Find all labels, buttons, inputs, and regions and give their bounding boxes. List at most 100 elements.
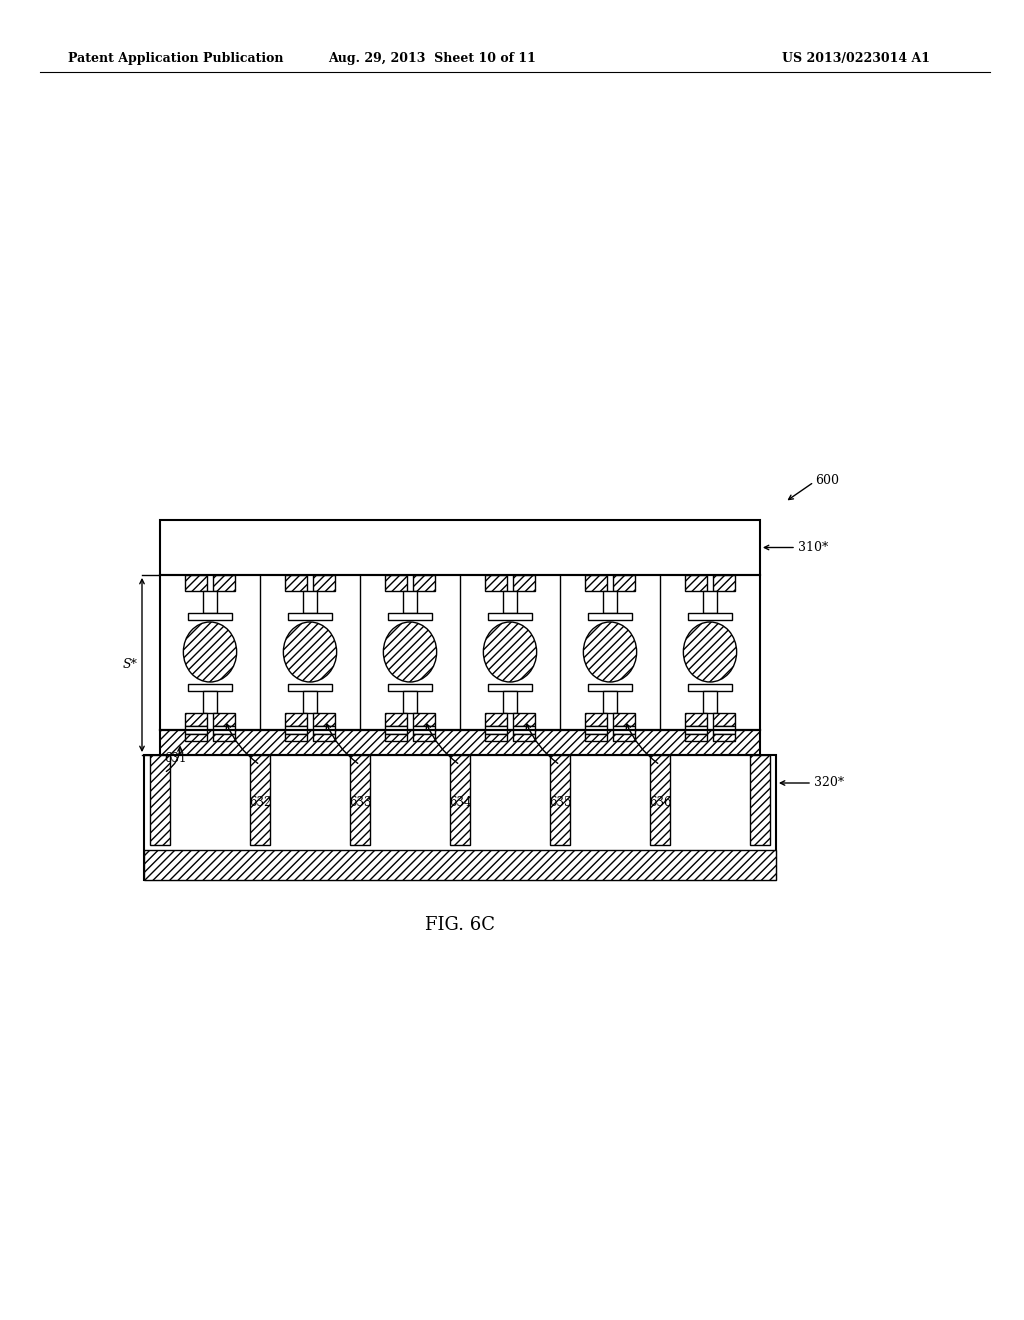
Bar [204, 591, 217, 612]
Bar [385, 713, 408, 726]
Bar [213, 726, 236, 734]
Text: S*: S* [123, 659, 138, 672]
Text: 632: 632 [249, 796, 271, 809]
Bar [613, 576, 635, 591]
Bar [350, 755, 370, 845]
Bar [585, 734, 607, 741]
Bar [285, 726, 307, 734]
Bar [413, 576, 435, 591]
Bar [187, 612, 232, 620]
Bar [585, 713, 607, 726]
Bar [484, 726, 507, 734]
Bar [588, 684, 632, 690]
Bar [213, 734, 236, 741]
Bar [613, 734, 635, 741]
Bar [403, 591, 417, 612]
Bar [303, 591, 316, 612]
Bar [303, 690, 316, 713]
Ellipse shape [584, 622, 637, 682]
Bar [650, 755, 670, 845]
Ellipse shape [183, 622, 237, 682]
Bar [250, 755, 270, 845]
Bar [685, 576, 707, 591]
Bar [185, 726, 207, 734]
Bar [585, 576, 607, 591]
Bar [285, 713, 307, 726]
Text: 310*: 310* [798, 541, 828, 554]
Bar [213, 713, 236, 726]
Bar [504, 690, 517, 713]
Bar [150, 755, 170, 845]
Bar [688, 684, 732, 690]
Bar [603, 690, 616, 713]
Bar [413, 726, 435, 734]
Bar [703, 690, 717, 713]
Bar [403, 690, 417, 713]
Bar [713, 734, 735, 741]
Bar [385, 726, 408, 734]
Bar [688, 612, 732, 620]
Bar [204, 690, 217, 713]
Bar [513, 576, 536, 591]
Text: FIG. 6C: FIG. 6C [425, 916, 495, 935]
Text: 631: 631 [164, 752, 186, 766]
Bar [613, 726, 635, 734]
Bar [213, 576, 236, 591]
Bar [484, 713, 507, 726]
Bar [413, 734, 435, 741]
Bar [388, 612, 432, 620]
Ellipse shape [284, 622, 337, 682]
Bar [288, 684, 332, 690]
Bar [703, 591, 717, 612]
Bar [185, 576, 207, 591]
Bar [288, 612, 332, 620]
Bar [450, 755, 470, 845]
Bar [713, 576, 735, 591]
Bar [385, 734, 408, 741]
Bar [513, 713, 536, 726]
Ellipse shape [683, 622, 736, 682]
Text: 636: 636 [649, 796, 672, 809]
Bar [313, 734, 335, 741]
Bar [160, 576, 760, 730]
Bar [487, 684, 532, 690]
Text: 600: 600 [815, 474, 839, 487]
Bar [585, 726, 607, 734]
Bar [613, 713, 635, 726]
Bar [313, 713, 335, 726]
Text: 320*: 320* [814, 776, 844, 789]
Bar [144, 850, 776, 880]
Bar [750, 755, 770, 845]
Bar [160, 520, 760, 576]
Bar [484, 734, 507, 741]
Bar [513, 726, 536, 734]
Bar [285, 576, 307, 591]
Ellipse shape [483, 622, 537, 682]
Bar [685, 713, 707, 726]
Bar [487, 612, 532, 620]
Bar [144, 755, 776, 880]
Text: 634: 634 [449, 796, 471, 809]
Text: Aug. 29, 2013  Sheet 10 of 11: Aug. 29, 2013 Sheet 10 of 11 [328, 51, 536, 65]
Bar [187, 684, 232, 690]
Bar [685, 726, 707, 734]
Bar [160, 730, 760, 755]
Bar [313, 576, 335, 591]
Bar [504, 591, 517, 612]
Bar [713, 726, 735, 734]
Text: Patent Application Publication: Patent Application Publication [68, 51, 284, 65]
Bar [413, 713, 435, 726]
Bar [603, 591, 616, 612]
Text: $\vdash W_1^*\dashv$: $\vdash W_1^*\dashv$ [375, 531, 426, 550]
Bar [588, 612, 632, 620]
Bar [484, 576, 507, 591]
Text: $\vdash W_2^*\dashv$: $\vdash W_2^*\dashv$ [206, 531, 258, 550]
Bar [285, 734, 307, 741]
Bar [388, 684, 432, 690]
Text: 633: 633 [349, 796, 372, 809]
Bar [313, 726, 335, 734]
Ellipse shape [383, 622, 436, 682]
Bar [513, 734, 536, 741]
Bar [713, 713, 735, 726]
Bar [185, 713, 207, 726]
